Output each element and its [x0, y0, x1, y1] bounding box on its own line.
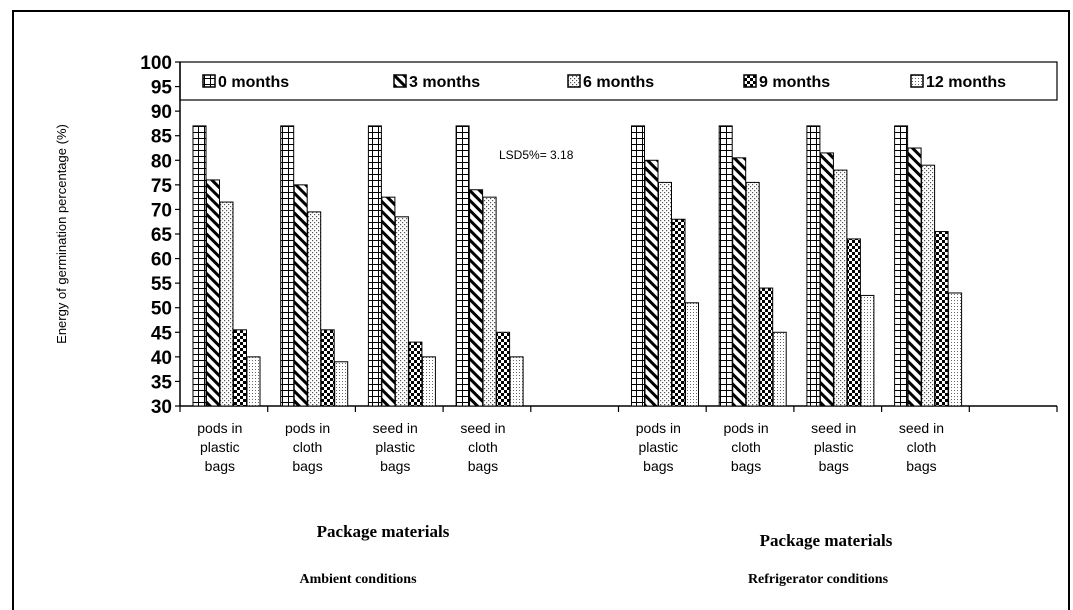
- category-label: seed in cloth bags: [899, 420, 944, 474]
- bar-9-months: [846, 238, 861, 407]
- bar-12-months: [860, 294, 875, 407]
- bar-0-months: [192, 125, 207, 407]
- bar-9-months: [320, 329, 335, 407]
- bar-0-months: [806, 125, 821, 407]
- y-tick-label: 40: [151, 348, 172, 369]
- legend-swatch: [393, 74, 407, 88]
- condition-refrigerator: Refrigerator conditions: [748, 572, 889, 587]
- bar-3-months: [469, 189, 484, 407]
- bar-0-months: [894, 125, 909, 407]
- bar-0-months: [367, 125, 382, 407]
- chart-frame: [12, 10, 1070, 610]
- bar-3-months: [381, 196, 396, 407]
- bar-0-months: [631, 125, 645, 407]
- lsd-annotation: LSD5%= 3.18: [499, 148, 574, 162]
- bar-12-months: [334, 361, 349, 407]
- y-tick-label: 90: [151, 102, 172, 123]
- category-label: pods in cloth bags: [285, 420, 330, 474]
- bar-9-months: [233, 329, 247, 407]
- bar-6-months: [307, 211, 322, 407]
- x-ticks: [179, 406, 1058, 412]
- bar-0-months: [455, 125, 470, 407]
- bar-3-months: [819, 152, 834, 407]
- condition-ambient: Ambient conditions: [299, 572, 417, 587]
- category-label: seed in plastic bags: [811, 420, 856, 474]
- category-labels: pods in plastic bags pods in cloth bags seed i…: [197, 420, 944, 474]
- bar-6-months: [745, 181, 760, 407]
- bar-6-months: [833, 169, 848, 407]
- bar-6-months: [658, 181, 672, 407]
- legend-swatch: [567, 74, 581, 88]
- bar-9-months: [934, 231, 949, 407]
- legend-label: 9 months: [759, 74, 830, 91]
- bar-12-months: [509, 356, 524, 407]
- bar-6-months: [921, 164, 936, 407]
- bar-12-months: [948, 292, 963, 407]
- bar-6-months: [482, 196, 497, 407]
- bars: [192, 125, 963, 407]
- category-label: pods in plastic bags: [197, 420, 242, 474]
- bar-12-months: [421, 356, 436, 407]
- y-ticks: 30 35 40 45 50 55 60 65 70 75 80 85 90 95 100: [140, 53, 180, 418]
- y-tick-label: 45: [151, 323, 173, 344]
- bar-12-months: [772, 331, 787, 407]
- legend-label: 12 months: [926, 74, 1006, 91]
- bar-9-months: [759, 287, 774, 407]
- category-label: seed in plastic bags: [373, 420, 418, 474]
- bar-3-months: [206, 179, 220, 407]
- category-label: pods in cloth bags: [723, 420, 768, 474]
- y-tick-label: 95: [151, 78, 173, 99]
- legend-swatch: [202, 74, 216, 88]
- legend-swatch: [910, 74, 924, 88]
- category-label: seed in cloth bags: [460, 420, 505, 474]
- bar-6-months: [219, 201, 234, 407]
- y-tick-label: 35: [151, 372, 173, 393]
- category-label: pods in plastic bags: [636, 420, 681, 474]
- group-title-refrigerator: Package materials: [760, 531, 893, 550]
- bar-9-months: [671, 218, 686, 407]
- y-tick-label: 60: [151, 250, 172, 271]
- group-title-ambient: Package materials: [317, 522, 450, 541]
- bar-12-months: [685, 302, 699, 407]
- bar-9-months: [408, 341, 423, 407]
- legend: 0 months 3 months 6 months 9 months 12 month…: [202, 74, 1006, 91]
- bar-3-months: [644, 159, 659, 407]
- y-tick-label: 50: [151, 299, 172, 320]
- y-tick-label: 65: [151, 225, 173, 246]
- legend-swatch: [743, 74, 757, 88]
- y-tick-label: 70: [151, 200, 172, 221]
- y-tick-label: 80: [151, 151, 172, 172]
- legend-label: 0 months: [218, 74, 289, 91]
- bar-3-months: [732, 157, 747, 407]
- bar-3-months: [907, 147, 922, 407]
- y-tick-label: 55: [151, 274, 173, 295]
- bar-6-months: [394, 216, 409, 407]
- legend-label: 3 months: [409, 74, 480, 91]
- bar-0-months: [718, 125, 733, 407]
- bar-0-months: [280, 125, 295, 407]
- bar-9-months: [496, 331, 511, 407]
- y-tick-label: 100: [140, 53, 172, 74]
- y-tick-label: 75: [151, 176, 173, 197]
- y-tick-label: 85: [151, 127, 173, 148]
- y-tick-label: 30: [151, 397, 172, 418]
- bar-12-months: [246, 356, 261, 407]
- bar-3-months: [293, 184, 308, 407]
- legend-label: 6 months: [583, 74, 654, 91]
- y-axis-label: Energy of germination percentage (%): [54, 124, 69, 344]
